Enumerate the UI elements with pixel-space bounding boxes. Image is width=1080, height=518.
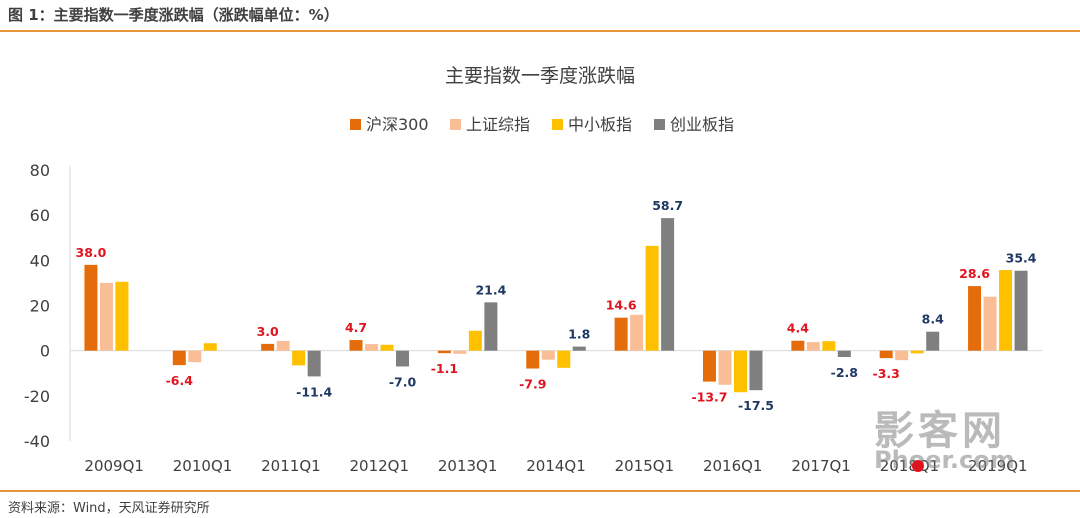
bar <box>84 264 98 351</box>
y-tick-label: 40 <box>30 251 50 270</box>
data-label: -6.4 <box>166 373 194 388</box>
bar <box>806 342 820 351</box>
data-label: -3.3 <box>873 366 900 381</box>
data-label: -11.4 <box>296 384 332 399</box>
y-axis: -40 -20 0 20 40 60 80 <box>24 161 71 451</box>
bar <box>661 218 675 351</box>
bar <box>791 340 805 351</box>
bar <box>437 350 451 354</box>
bar <box>879 350 893 359</box>
data-label: 14.6 <box>606 298 637 313</box>
x-tick-label: 2009Q1 <box>84 457 144 475</box>
bar <box>292 350 306 366</box>
bar <box>307 350 321 377</box>
legend-swatch <box>350 119 361 130</box>
chart-title: 主要指数一季度涨跌幅 <box>445 65 635 87</box>
bar <box>541 350 555 360</box>
bar <box>1014 270 1028 351</box>
bar <box>968 286 982 351</box>
bar <box>99 282 113 351</box>
data-label: -7.0 <box>389 374 417 389</box>
legend-label: 中小板指 <box>568 115 632 134</box>
bar <box>926 331 940 351</box>
legend-label: 上证综指 <box>466 115 530 134</box>
x-tick-label: 2019Q1 <box>968 457 1028 475</box>
bar <box>702 350 716 382</box>
bar-chart: 主要指数一季度涨跌幅 沪深300 上证综指 中小板指 创业板指 -40 -20 0 20 40… <box>24 65 1042 475</box>
bar <box>468 330 482 351</box>
legend-label: 创业板指 <box>670 115 734 134</box>
bar <box>718 350 732 385</box>
source-note: 资料来源：Wind，天风证券研究所 <box>8 501 210 516</box>
bar <box>999 270 1013 351</box>
bars <box>84 218 1028 393</box>
bottom-divider <box>0 490 1080 492</box>
y-tick-label: 20 <box>30 297 50 316</box>
bar <box>614 317 628 351</box>
data-label: -13.7 <box>691 390 727 405</box>
bar <box>172 350 186 366</box>
data-label: -17.5 <box>738 398 774 413</box>
data-label: 3.0 <box>257 324 279 339</box>
legend: 沪深300 上证综指 中小板指 创业板指 <box>350 115 734 134</box>
bar <box>910 350 924 354</box>
x-axis: 2009Q1 2010Q1 2011Q1 2012Q1 2013Q1 2014Q1 2015… <box>70 350 1042 475</box>
legend-swatch <box>654 119 665 130</box>
legend-swatch <box>450 119 461 130</box>
figure-title: 图 1：主要指数一季度涨跌幅（涨跌幅单位：%） <box>8 6 339 24</box>
bar <box>645 245 659 351</box>
bar <box>630 314 644 351</box>
data-label: -1.1 <box>431 361 458 376</box>
bar <box>203 343 217 351</box>
bar <box>557 350 571 368</box>
data-label: 38.0 <box>76 245 107 260</box>
bar <box>526 350 540 369</box>
bar <box>276 340 290 351</box>
bar <box>365 344 379 351</box>
data-label: 58.7 <box>652 198 683 213</box>
top-divider <box>0 30 1080 32</box>
x-tick-label: 2015Q1 <box>615 457 675 475</box>
x-tick-label: 2013Q1 <box>438 457 498 475</box>
data-label: 21.4 <box>475 282 506 297</box>
bar <box>484 302 498 351</box>
bar <box>188 350 202 363</box>
bar <box>572 346 586 351</box>
legend-swatch <box>552 119 563 130</box>
y-tick-label: -20 <box>24 387 50 406</box>
y-tick-label: -40 <box>24 432 50 451</box>
bar <box>749 350 763 391</box>
data-label: 35.4 <box>1006 251 1037 266</box>
bar <box>115 281 129 351</box>
y-tick-label: 80 <box>30 161 50 180</box>
y-tick-label: 0 <box>40 342 50 361</box>
legend-label: 沪深300 <box>366 115 429 134</box>
x-tick-label: 2017Q1 <box>791 457 851 475</box>
bar <box>983 296 997 351</box>
data-labels: 38.0 -6.4 3.0 -11.4 4.7 -7.0 -1.1 21.4 -7.9 1.8 14… <box>76 198 1037 413</box>
data-label: 4.4 <box>787 321 809 336</box>
data-label: 8.4 <box>922 312 944 327</box>
x-tick-label: 2014Q1 <box>526 457 586 475</box>
data-label: -2.8 <box>831 365 858 380</box>
bar <box>349 340 363 351</box>
y-tick-label: 60 <box>30 206 50 225</box>
x-tick-label: 2018Q1 <box>880 457 940 475</box>
data-label: 4.7 <box>345 320 367 335</box>
bar <box>453 350 467 354</box>
data-label: -7.9 <box>519 377 546 392</box>
data-label: 28.6 <box>959 266 990 281</box>
x-tick-label: 2012Q1 <box>350 457 410 475</box>
bar <box>837 350 851 357</box>
bar <box>396 350 410 367</box>
x-tick-label: 2011Q1 <box>261 457 321 475</box>
x-tick-label: 2016Q1 <box>703 457 763 475</box>
bar <box>895 350 909 361</box>
x-tick-label: 2010Q1 <box>173 457 233 475</box>
bar <box>822 341 836 351</box>
bar <box>261 343 275 351</box>
bar <box>380 344 394 351</box>
bar <box>733 350 747 393</box>
data-label: 1.8 <box>568 327 590 342</box>
